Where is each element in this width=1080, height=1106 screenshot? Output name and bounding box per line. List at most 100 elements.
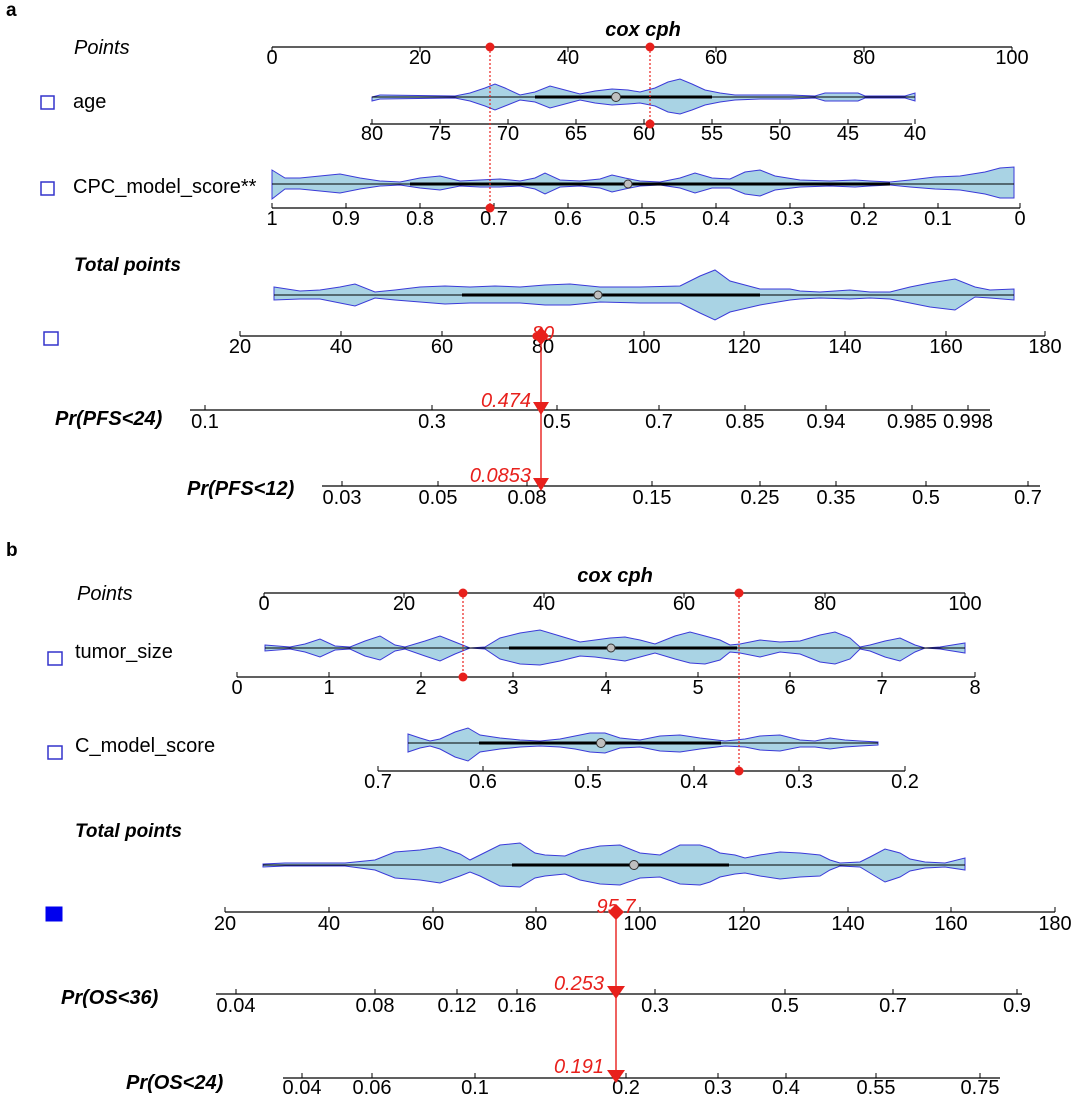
axis-tick-label: 3 [507, 677, 518, 699]
axis-tick-label: 0.8 [406, 208, 434, 230]
cpc-label: CPC_model_score** [73, 176, 257, 198]
axis-tick-label: 140 [831, 913, 864, 935]
cpc-axis-ticks: 1 0.9 0.8 0.7 0.6 0.5 0.4 0.3 0.2 0.1 0 [266, 203, 1026, 230]
axis-tick-label: 60 [673, 593, 695, 615]
a-pfs24-arrow [533, 402, 549, 415]
axis-tick-label: 7 [876, 677, 887, 699]
cpc-guide-bottom [485, 203, 495, 213]
axis-tick-label: 0.985 [887, 411, 937, 433]
tumor-guide-bottom [458, 672, 468, 682]
axis-tick-label: 0.4 [772, 1077, 800, 1099]
axis-tick-label: 0.7 [1014, 487, 1042, 509]
b-os24-value: 0.191 [554, 1056, 604, 1078]
axis-tick-label: 70 [497, 123, 519, 145]
os24-label: Pr(OS<24) [126, 1072, 224, 1094]
axis-tick-label: 100 [623, 913, 656, 935]
panel-b-title: cox cph [577, 565, 653, 587]
axis-tick-label: 0.2 [850, 208, 878, 230]
points-axis-ticks-b: 0 20 40 60 80 100 [258, 593, 982, 615]
a-pfs12-arrow [533, 478, 549, 491]
axis-tick-label: 80 [532, 336, 554, 358]
tumor-guide-top [458, 588, 468, 598]
axis-tick-label: 0 [266, 47, 277, 69]
pfs12-axis-ticks: 0.03 0.05 0.08 0.15 0.25 0.35 0.5 0.7 [323, 481, 1042, 509]
cmodel-median-point [596, 738, 606, 748]
a-total-marker [533, 327, 549, 345]
axis-tick-label: 80 [853, 47, 875, 69]
axis-tick-label: 0 [231, 677, 242, 699]
axis-tick-label: 0.08 [356, 995, 395, 1017]
axis-tick-label: 0.998 [943, 411, 993, 433]
pfs12-label: Pr(PFS<12) [187, 478, 295, 500]
axis-tick-label: 75 [429, 123, 451, 145]
axis-tick-label: 140 [828, 336, 861, 358]
total-checkbox[interactable] [43, 331, 59, 346]
cmodel-checkbox[interactable] [47, 745, 63, 760]
axis-tick-label: 0.1 [191, 411, 219, 433]
axis-tick-label: 0.06 [353, 1077, 392, 1099]
cpc-checkbox[interactable] [40, 181, 55, 196]
axis-tick-label: 0.3 [776, 208, 804, 230]
axis-tick-label: 0.1 [461, 1077, 489, 1099]
axis-tick-label: 0.12 [438, 995, 477, 1017]
a-pfs24-value: 0.474 [481, 390, 531, 412]
axis-tick-label: 0.2 [891, 771, 919, 793]
axis-tick-label: 0.9 [1003, 995, 1031, 1017]
pfs24-axis-ticks: 0.1 0.3 0.5 0.7 0.85 0.94 0.985 0.998 [191, 405, 993, 433]
axis-tick-label: 0.5 [574, 771, 602, 793]
axis-tick-label: 0.4 [702, 208, 730, 230]
total-checkbox-b[interactable] [45, 906, 63, 922]
age-label: age [73, 91, 106, 113]
axis-tick-label: 60 [431, 336, 453, 358]
axis-tick-label: 0.5 [771, 995, 799, 1017]
b-total-marker [608, 904, 624, 920]
axis-tick-label: 6 [784, 677, 795, 699]
b-os36-arrow [607, 986, 625, 999]
cmodel-axis-ticks: 0.7 0.6 0.5 0.4 0.3 0.2 [364, 766, 919, 793]
os24-axis-ticks: 0.04 0.06 0.1 0.2 0.3 0.4 0.55 0.75 [283, 1073, 999, 1099]
tumor-checkbox[interactable] [47, 651, 63, 666]
points-axis-ticks: 0 20 40 60 80 100 [266, 47, 1029, 69]
age-checkbox[interactable] [40, 95, 55, 110]
b-total-value: 95.7 [597, 896, 637, 918]
b-os36-value: 0.253 [554, 973, 604, 995]
axis-tick-label: 0.2 [612, 1077, 640, 1099]
age-median-point [611, 92, 621, 102]
cmodel-guide-bottom [734, 766, 744, 776]
axis-tick-label: 180 [1038, 913, 1071, 935]
axis-tick-label: 0 [1014, 208, 1025, 230]
axis-tick-label: 0.55 [857, 1077, 896, 1099]
axis-tick-label: 45 [837, 123, 859, 145]
axis-tick-label: 120 [727, 336, 760, 358]
axis-tick-label: 0.05 [419, 487, 458, 509]
panel-b-label: b [6, 540, 18, 561]
axis-tick-label: 2 [415, 677, 426, 699]
pfs24-label: Pr(PFS<24) [55, 408, 163, 430]
axis-tick-label: 40 [318, 913, 340, 935]
axis-tick-label: 0.35 [817, 487, 856, 509]
axis-tick-label: 160 [934, 913, 967, 935]
a-pfs12-value: 0.0853 [470, 465, 531, 487]
axis-tick-label: 1 [323, 677, 334, 699]
axis-tick-label: 65 [565, 123, 587, 145]
axis-tick-label: 0.7 [645, 411, 673, 433]
age-guide-top [645, 42, 655, 52]
axis-tick-label: 0.03 [323, 487, 362, 509]
total-axis-ticks: 20 40 60 80 100 120 140 160 180 [229, 331, 1062, 358]
axis-tick-label: 0.15 [633, 487, 672, 509]
axis-tick-label: 100 [627, 336, 660, 358]
axis-tick-label: 0.9 [332, 208, 360, 230]
cpc-guide-top [485, 42, 495, 52]
axis-tick-label: 40 [330, 336, 352, 358]
panel-a: a cox cph Points 0 20 40 60 80 100 age 80 75 70… [6, 0, 1062, 509]
axis-tick-label: 20 [229, 336, 251, 358]
axis-tick-label: 80 [525, 913, 547, 935]
axis-tick-label: 0.04 [217, 995, 256, 1017]
axis-tick-label: 0.7 [364, 771, 392, 793]
axis-tick-label: 8 [969, 677, 980, 699]
cmodel-label: C_model_score [75, 735, 215, 757]
axis-tick-label: 20 [393, 593, 415, 615]
points-label: Points [74, 37, 130, 59]
axis-tick-label: 0.25 [741, 487, 780, 509]
os36-axis-ticks: 0.04 0.08 0.12 0.16 0.3 0.5 0.7 0.9 [217, 989, 1031, 1017]
